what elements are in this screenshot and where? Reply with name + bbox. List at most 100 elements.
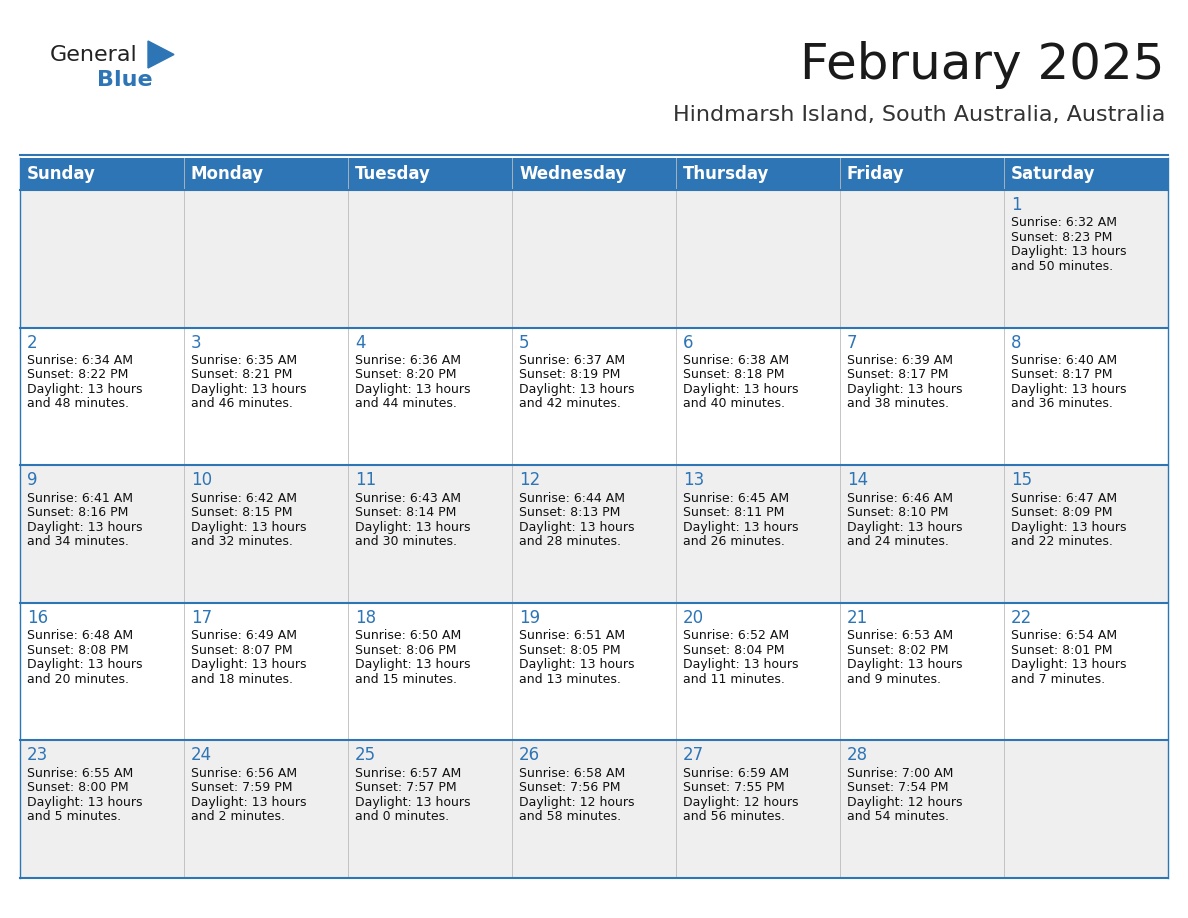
Text: 5: 5 <box>519 333 530 352</box>
Text: Sunrise: 6:38 AM: Sunrise: 6:38 AM <box>683 354 789 367</box>
Bar <box>1004 158 1168 190</box>
Text: Sunset: 8:06 PM: Sunset: 8:06 PM <box>355 644 456 656</box>
Text: Sunrise: 6:37 AM: Sunrise: 6:37 AM <box>519 354 625 367</box>
Text: Sunrise: 6:42 AM: Sunrise: 6:42 AM <box>191 491 297 505</box>
Bar <box>840 158 1004 190</box>
Text: Sunset: 7:57 PM: Sunset: 7:57 PM <box>355 781 456 794</box>
Text: 17: 17 <box>191 609 213 627</box>
Text: and 50 minutes.: and 50 minutes. <box>1011 260 1113 273</box>
Bar <box>20 741 1168 878</box>
Text: Daylight: 13 hours: Daylight: 13 hours <box>27 521 143 533</box>
Text: Sunset: 8:08 PM: Sunset: 8:08 PM <box>27 644 128 656</box>
Text: and 5 minutes.: and 5 minutes. <box>27 811 121 823</box>
Text: 23: 23 <box>27 746 49 765</box>
Text: 16: 16 <box>27 609 49 627</box>
Text: Sunrise: 6:39 AM: Sunrise: 6:39 AM <box>847 354 953 367</box>
Text: 11: 11 <box>355 471 377 489</box>
Text: and 46 minutes.: and 46 minutes. <box>191 397 293 410</box>
Text: Sunrise: 6:44 AM: Sunrise: 6:44 AM <box>519 491 625 505</box>
Text: Sunrise: 6:46 AM: Sunrise: 6:46 AM <box>847 491 953 505</box>
Text: and 18 minutes.: and 18 minutes. <box>191 673 293 686</box>
Text: 13: 13 <box>683 471 704 489</box>
Text: Daylight: 13 hours: Daylight: 13 hours <box>27 383 143 396</box>
Text: and 2 minutes.: and 2 minutes. <box>191 811 285 823</box>
Bar <box>512 158 676 190</box>
Text: 2: 2 <box>27 333 38 352</box>
Text: Friday: Friday <box>847 165 904 183</box>
Text: 4: 4 <box>355 333 366 352</box>
Text: 12: 12 <box>519 471 541 489</box>
Text: Sunrise: 6:55 AM: Sunrise: 6:55 AM <box>27 767 133 779</box>
Text: and 28 minutes.: and 28 minutes. <box>519 535 621 548</box>
Text: Sunrise: 6:32 AM: Sunrise: 6:32 AM <box>1011 217 1117 230</box>
Text: 22: 22 <box>1011 609 1032 627</box>
Text: Sunset: 8:01 PM: Sunset: 8:01 PM <box>1011 644 1112 656</box>
Text: Sunrise: 6:36 AM: Sunrise: 6:36 AM <box>355 354 461 367</box>
Text: Sunset: 8:09 PM: Sunset: 8:09 PM <box>1011 506 1112 519</box>
Text: 8: 8 <box>1011 333 1022 352</box>
Text: Sunrise: 6:45 AM: Sunrise: 6:45 AM <box>683 491 789 505</box>
Text: Sunrise: 6:47 AM: Sunrise: 6:47 AM <box>1011 491 1117 505</box>
Text: Daylight: 13 hours: Daylight: 13 hours <box>1011 658 1126 671</box>
Text: Wednesday: Wednesday <box>519 165 626 183</box>
Text: Sunset: 7:59 PM: Sunset: 7:59 PM <box>191 781 292 794</box>
Text: Sunrise: 6:52 AM: Sunrise: 6:52 AM <box>683 629 789 642</box>
Text: Sunset: 8:19 PM: Sunset: 8:19 PM <box>519 368 620 381</box>
Text: Sunrise: 6:40 AM: Sunrise: 6:40 AM <box>1011 354 1117 367</box>
Text: Sunrise: 6:57 AM: Sunrise: 6:57 AM <box>355 767 461 779</box>
Text: Daylight: 13 hours: Daylight: 13 hours <box>191 383 307 396</box>
Text: Sunset: 8:18 PM: Sunset: 8:18 PM <box>683 368 784 381</box>
Bar <box>676 158 840 190</box>
Bar <box>20 603 1168 741</box>
Text: and 34 minutes.: and 34 minutes. <box>27 535 128 548</box>
Text: Sunset: 8:22 PM: Sunset: 8:22 PM <box>27 368 128 381</box>
Text: 1: 1 <box>1011 196 1022 214</box>
Bar <box>348 158 512 190</box>
Text: 19: 19 <box>519 609 541 627</box>
Text: and 48 minutes.: and 48 minutes. <box>27 397 129 410</box>
Text: Monday: Monday <box>191 165 264 183</box>
Bar <box>184 158 348 190</box>
Bar <box>20 465 1168 603</box>
Text: Sunrise: 7:00 AM: Sunrise: 7:00 AM <box>847 767 954 779</box>
Text: and 26 minutes.: and 26 minutes. <box>683 535 785 548</box>
Text: Sunrise: 6:59 AM: Sunrise: 6:59 AM <box>683 767 789 779</box>
Text: Sunset: 8:17 PM: Sunset: 8:17 PM <box>847 368 948 381</box>
Text: Tuesday: Tuesday <box>355 165 431 183</box>
Text: Sunrise: 6:53 AM: Sunrise: 6:53 AM <box>847 629 953 642</box>
Text: Daylight: 13 hours: Daylight: 13 hours <box>683 521 798 533</box>
Text: 10: 10 <box>191 471 213 489</box>
Text: Sunrise: 6:41 AM: Sunrise: 6:41 AM <box>27 491 133 505</box>
Text: Daylight: 13 hours: Daylight: 13 hours <box>683 383 798 396</box>
Text: Daylight: 13 hours: Daylight: 13 hours <box>355 383 470 396</box>
Text: Daylight: 12 hours: Daylight: 12 hours <box>847 796 962 809</box>
Text: Sunrise: 6:35 AM: Sunrise: 6:35 AM <box>191 354 297 367</box>
Text: Daylight: 13 hours: Daylight: 13 hours <box>191 796 307 809</box>
Text: and 13 minutes.: and 13 minutes. <box>519 673 621 686</box>
Text: Sunset: 8:16 PM: Sunset: 8:16 PM <box>27 506 128 519</box>
Text: Daylight: 13 hours: Daylight: 13 hours <box>1011 521 1126 533</box>
Text: Daylight: 13 hours: Daylight: 13 hours <box>1011 245 1126 258</box>
Text: 21: 21 <box>847 609 868 627</box>
Text: Daylight: 13 hours: Daylight: 13 hours <box>191 658 307 671</box>
Text: 20: 20 <box>683 609 704 627</box>
Text: Sunset: 8:02 PM: Sunset: 8:02 PM <box>847 644 948 656</box>
Text: and 0 minutes.: and 0 minutes. <box>355 811 449 823</box>
Text: Sunset: 7:56 PM: Sunset: 7:56 PM <box>519 781 620 794</box>
Text: Daylight: 13 hours: Daylight: 13 hours <box>27 658 143 671</box>
Text: Sunset: 8:07 PM: Sunset: 8:07 PM <box>191 644 292 656</box>
Text: Daylight: 13 hours: Daylight: 13 hours <box>847 658 962 671</box>
Text: and 32 minutes.: and 32 minutes. <box>191 535 293 548</box>
Text: and 44 minutes.: and 44 minutes. <box>355 397 457 410</box>
Text: Sunset: 8:11 PM: Sunset: 8:11 PM <box>683 506 784 519</box>
Text: and 36 minutes.: and 36 minutes. <box>1011 397 1113 410</box>
Text: Daylight: 13 hours: Daylight: 13 hours <box>519 658 634 671</box>
Text: Sunset: 8:14 PM: Sunset: 8:14 PM <box>355 506 456 519</box>
Text: Sunday: Sunday <box>27 165 96 183</box>
Text: Sunset: 8:10 PM: Sunset: 8:10 PM <box>847 506 948 519</box>
Text: and 58 minutes.: and 58 minutes. <box>519 811 621 823</box>
Polygon shape <box>148 41 173 68</box>
Text: 26: 26 <box>519 746 541 765</box>
Text: 28: 28 <box>847 746 868 765</box>
Text: Daylight: 13 hours: Daylight: 13 hours <box>355 796 470 809</box>
